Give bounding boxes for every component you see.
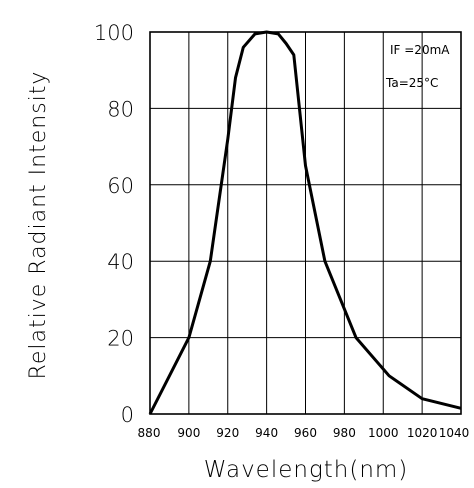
x-tick-label: 960: [294, 426, 317, 440]
grid: [150, 32, 461, 414]
y-tick-label: 20: [107, 327, 134, 351]
x-tick-label: 1000: [368, 426, 399, 440]
x-axis-label: Wavelength(nm): [204, 457, 409, 483]
plot-frame: [149, 31, 462, 415]
x-tick-label: 1020: [407, 426, 438, 440]
y-tick-label: 60: [107, 174, 134, 198]
series-line: [148, 30, 462, 415]
y-tick-label: 80: [107, 97, 134, 121]
y-axis-label: Relative Radiant Intensity: [26, 71, 51, 380]
annotation-if: IF =20mA: [390, 43, 450, 57]
y-tick-label: 40: [107, 250, 134, 274]
x-tick-labels: 880 900 920 940 960 980 1000 1020 1040: [138, 426, 470, 440]
x-tick-label: 920: [216, 426, 239, 440]
x-tick-label: 980: [333, 426, 356, 440]
annotation-ta: Ta=25°C: [385, 76, 438, 90]
y-tick-label: 100: [94, 21, 134, 45]
x-tick-label: 940: [255, 426, 278, 440]
x-tick-label: 1040: [439, 426, 470, 440]
x-tick-label: 900: [177, 426, 200, 440]
x-tick-label: 880: [138, 426, 161, 440]
y-tick-label: 0: [121, 403, 134, 427]
y-tick-labels: 0 20 40 60 80 100: [94, 21, 134, 427]
